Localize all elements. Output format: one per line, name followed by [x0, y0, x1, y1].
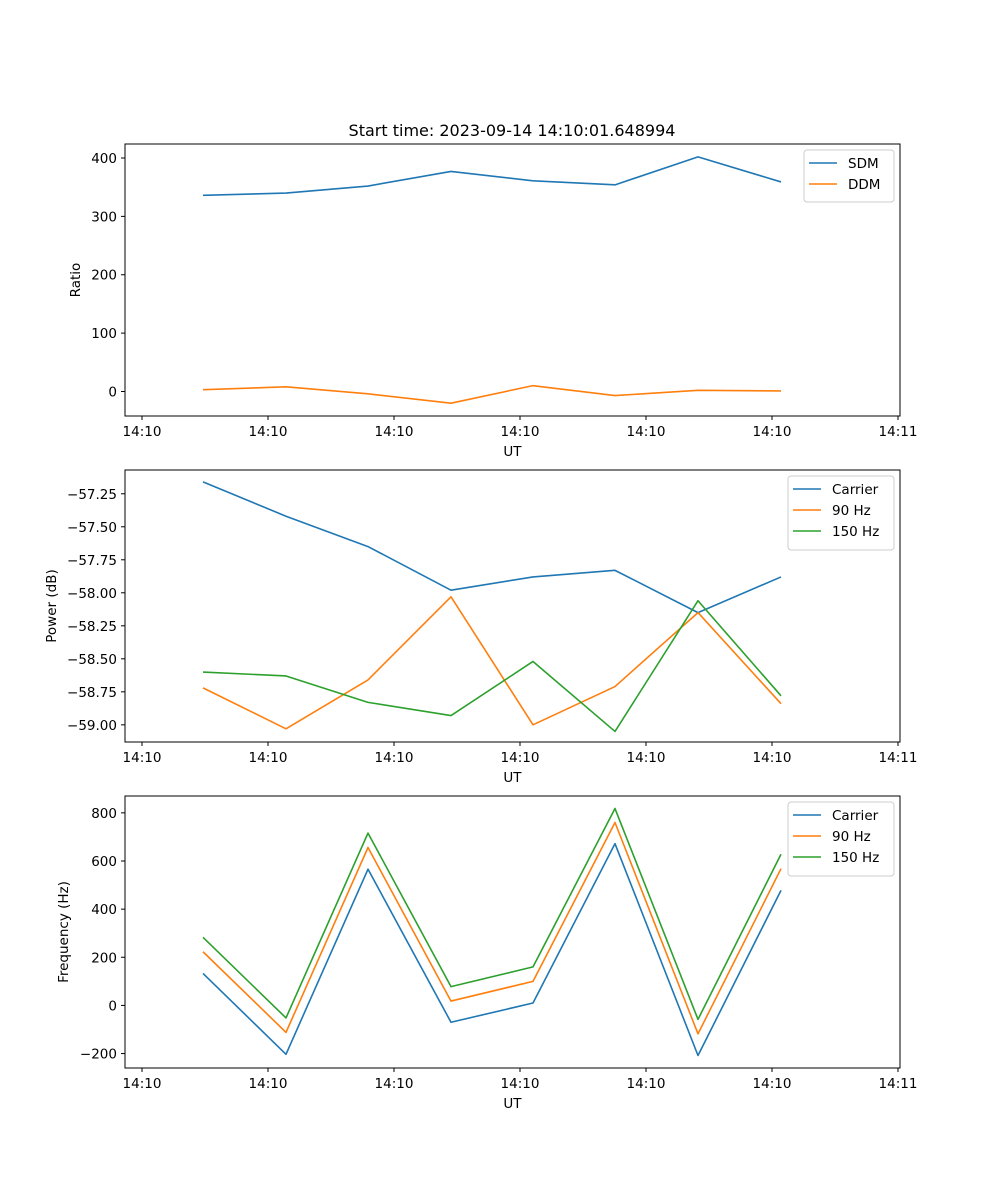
legend-label: 90 Hz [832, 829, 871, 845]
legend: Carrier 90 Hz 150 Hz [787, 475, 895, 551]
series-line-sdm [202, 156, 782, 197]
x-tick-label: 14:10 [375, 424, 414, 440]
x-axis-label: UT [503, 444, 522, 460]
series-line-150-hz [202, 807, 782, 1021]
x-tick-label: 14:10 [249, 750, 288, 766]
legend-label: Carrier [832, 482, 879, 498]
x-tick-label: 14:10 [375, 750, 414, 766]
y-tick-label: 800 [91, 806, 117, 822]
x-tick-label: 14:10 [627, 424, 666, 440]
x-tick-label: 14:10 [123, 424, 162, 440]
power-subplot: 14:10 14:10 14:10 14:10 14:10 14:10 14:11 UT −57… [44, 469, 918, 786]
y-tick-label: 100 [91, 326, 117, 342]
y-tick-label: −58.25 [67, 619, 117, 635]
x-axis-label: UT [503, 1096, 522, 1112]
x-tick-label: 14:10 [753, 424, 792, 440]
chart-title: Start time: 2023-09-14 14:10:01.648994 [349, 121, 676, 140]
y-tick-label: −58.00 [67, 586, 117, 602]
x-tick-label: 14:10 [501, 750, 540, 766]
x-tick-label: 14:10 [375, 1076, 414, 1092]
y-axis-label: Frequency (Hz) [56, 881, 72, 983]
series-line-90-hz [202, 821, 782, 1035]
y-axis-label: Ratio [68, 263, 84, 298]
legend: Carrier 90 Hz 150 Hz [787, 801, 895, 877]
series-line-90-hz [202, 595, 782, 730]
x-tick-label: 14:10 [627, 750, 666, 766]
axes-frame [124, 469, 901, 743]
legend-label: SDM [848, 156, 879, 172]
x-tick-label: 14:10 [123, 1076, 162, 1092]
y-tick-label: −58.75 [67, 685, 117, 701]
ratio-subplot: 14:10 14:10 14:10 14:10 14:10 14:10 14:11 UT 0 10… [68, 143, 918, 460]
y-tick-label: 200 [91, 268, 117, 284]
series-line-carrier [202, 842, 782, 1057]
y-tick-label: −59.00 [67, 718, 117, 734]
x-tick-label: 14:10 [123, 750, 162, 766]
y-tick-label: −57.50 [67, 520, 117, 536]
x-tick-label: 14:10 [753, 1076, 792, 1092]
series-line-ddm [202, 384, 782, 404]
axes-frame [124, 143, 901, 417]
axes-frame [124, 795, 901, 1069]
x-axis-label: UT [503, 770, 522, 786]
x-tick-label: 14:10 [501, 424, 540, 440]
y-tick-label: 0 [108, 998, 117, 1014]
y-tick-label: 400 [91, 902, 117, 918]
x-tick-label: 14:10 [501, 1076, 540, 1092]
series-line-carrier [202, 481, 782, 614]
legend-label: 150 Hz [832, 524, 879, 540]
x-tick-label: 14:11 [879, 750, 918, 766]
y-tick-label: 400 [91, 151, 117, 167]
y-tick-label: −58.50 [67, 652, 117, 668]
legend-label: 90 Hz [832, 503, 871, 519]
x-tick-label: 14:10 [249, 1076, 288, 1092]
y-axis-label: Power (dB) [44, 569, 60, 642]
legend-label: DDM [848, 177, 880, 193]
x-tick-label: 14:11 [879, 1076, 918, 1092]
x-tick-label: 14:10 [627, 1076, 666, 1092]
x-tick-label: 14:10 [753, 750, 792, 766]
legend-label: Carrier [832, 808, 879, 824]
y-tick-label: −57.25 [67, 487, 117, 503]
y-tick-label: −200 [80, 1047, 117, 1063]
y-tick-label: 600 [91, 854, 117, 870]
legend: SDM DDM [803, 149, 895, 203]
series-line-150-hz [202, 599, 782, 733]
legend-label: 150 Hz [832, 850, 879, 866]
y-tick-label: 0 [108, 384, 117, 400]
x-tick-label: 14:10 [249, 424, 288, 440]
frequency-subplot: 14:10 14:10 14:10 14:10 14:10 14:10 14:11 UT −20… [56, 795, 918, 1112]
x-tick-label: 14:11 [879, 424, 918, 440]
y-tick-label: 200 [91, 950, 117, 966]
y-tick-label: 300 [91, 209, 117, 225]
y-tick-label: −57.75 [67, 553, 117, 569]
